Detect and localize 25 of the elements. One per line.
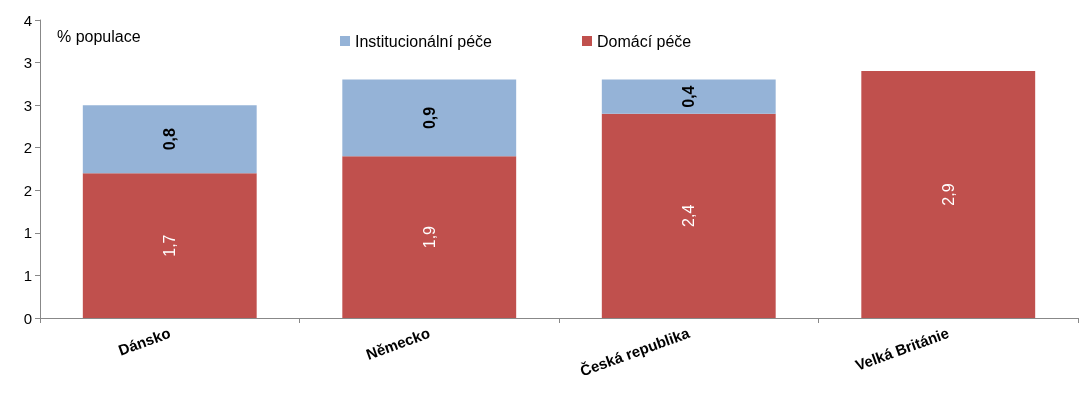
data-label: 0,8 [161, 127, 179, 151]
bar [82, 105, 257, 174]
bar [861, 71, 1036, 318]
y-axis-title: % populace [57, 27, 141, 45]
y-tick-label: 3 [23, 96, 32, 114]
data-label: 2,9 [939, 183, 957, 206]
data-label: 0,9 [420, 106, 438, 130]
y-tick-label: 2 [23, 181, 32, 199]
data-label: 1,7 [161, 234, 179, 257]
y-tick-label: 2 [23, 139, 32, 157]
legend-label: Domácí péče [596, 32, 692, 50]
data-label: 2,4 [680, 204, 698, 227]
data-label: 1,9 [420, 225, 438, 249]
y-tick-label: 0 [23, 309, 32, 327]
y-tick-label: 4 [23, 11, 32, 29]
bar [82, 173, 257, 318]
data-label: 0,4 [680, 85, 698, 108]
bar [601, 79, 776, 114]
bar [342, 79, 517, 157]
y-tick-label: 3 [23, 54, 32, 72]
legend-label: Institucionální péče [355, 32, 493, 50]
y-tick-label: 1 [23, 266, 32, 284]
bar [342, 156, 517, 318]
bar [601, 113, 776, 318]
y-tick-label: 1 [23, 224, 32, 242]
